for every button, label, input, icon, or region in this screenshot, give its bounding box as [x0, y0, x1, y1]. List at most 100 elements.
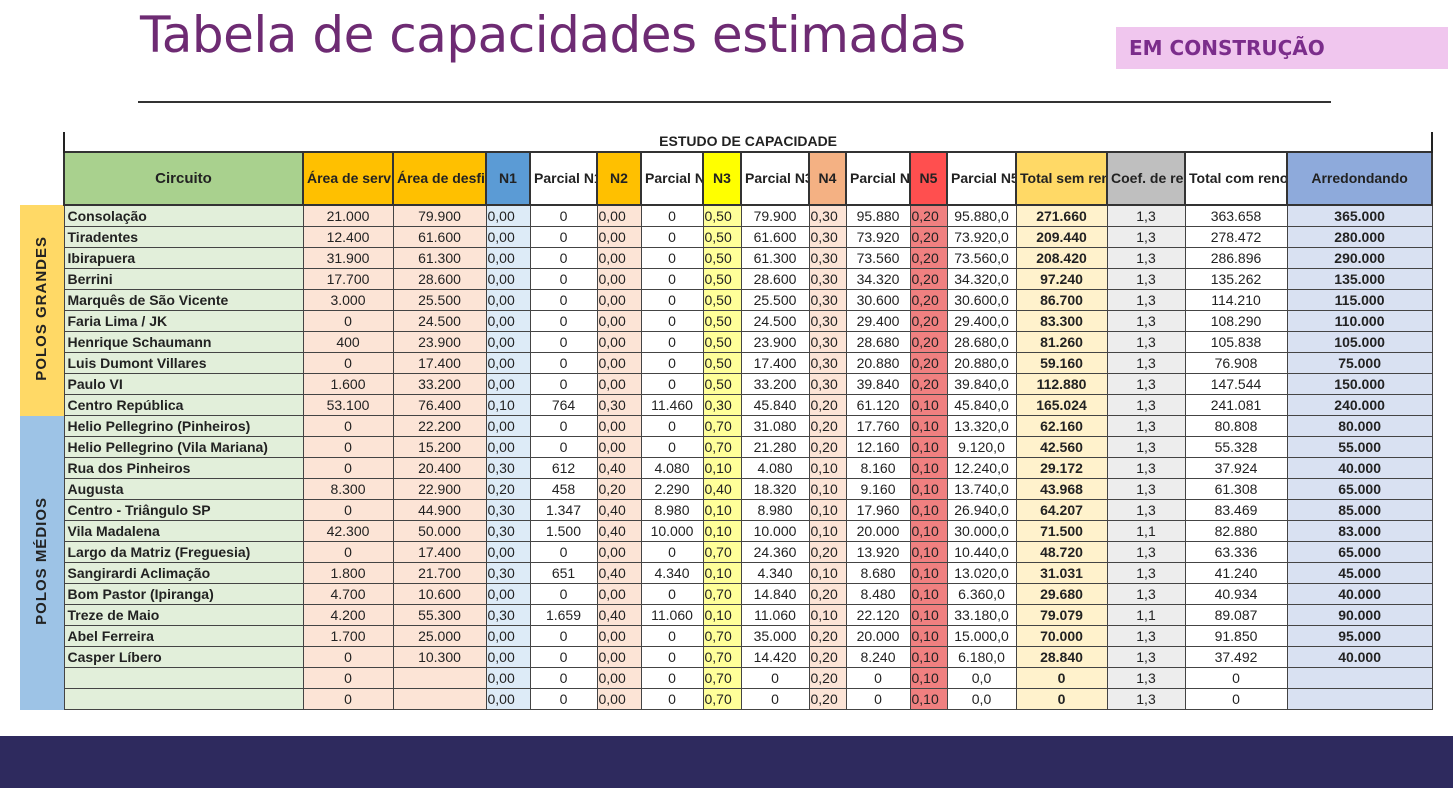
cell-coef-renovacao: 1,3 — [1106, 394, 1186, 416]
cell-total-com-renovacao: 55.328 — [1184, 436, 1288, 458]
cell-n4: 0,30 — [808, 247, 847, 269]
cell-parcial-n3: 24.360 — [740, 541, 810, 563]
cell-area-servico: 0 — [302, 499, 394, 521]
cell-area-servico: 8.300 — [302, 478, 394, 500]
cell-parcial-n2: 0 — [640, 310, 704, 332]
cell-n4: 0,30 — [808, 352, 847, 374]
cell-n5: 0,10 — [909, 436, 948, 458]
cell-total-sem-renovacao: 81.260 — [1015, 331, 1108, 353]
cell-total-com-renovacao: 76.908 — [1184, 352, 1288, 374]
page-title: Tabela de capacidades estimadas — [140, 6, 966, 64]
cell-parcial-n4: 73.560 — [845, 247, 911, 269]
cell-parcial-n1: 1.659 — [529, 604, 598, 626]
cell-arredondando: 280.000 — [1286, 226, 1433, 248]
cell-n4: 0,30 — [808, 268, 847, 290]
table-row: Ibirapuera 31.900 61.300 0,00 0 0,00 0 0,50 61.3… — [20, 247, 1433, 269]
table-row: 0 0,00 0 0,00 0 0,70 0 0,20 0 0,10 0,0 0 1,3 0 — [20, 667, 1433, 689]
cell-n2: 0,40 — [596, 499, 642, 521]
cell-circuito: Rua dos Pinheiros — [63, 457, 304, 479]
cell-n3: 0,70 — [702, 583, 742, 605]
table-row: Abel Ferreira 1.700 25.000 0,00 0 0,00 0 0,70 35… — [20, 625, 1433, 647]
cell-parcial-n1: 1.347 — [529, 499, 598, 521]
cell-parcial-n1: 0 — [529, 415, 598, 437]
table-row: POLOS GRANDES Consolação 21.000 79.900 0,00 0… — [20, 204, 1433, 416]
cell-n3: 0,10 — [702, 520, 742, 542]
cell-parcial-n2: 0 — [640, 331, 704, 353]
cell-parcial-n1: 0 — [529, 625, 598, 647]
cell-n2: 0,00 — [596, 226, 642, 248]
cell-n5: 0,10 — [909, 667, 948, 689]
cell-area-servico: 1.700 — [302, 625, 394, 647]
cell-n2: 0,40 — [596, 520, 642, 542]
cell-parcial-n5: 0,0 — [946, 667, 1017, 689]
cell-arredondando: 135.000 — [1286, 268, 1433, 290]
title-divider — [138, 101, 1331, 103]
cell-area-desfile — [392, 688, 487, 710]
cell-parcial-n4: 29.400 — [845, 310, 911, 332]
cell-area-servico: 1.800 — [302, 562, 394, 584]
cell-circuito: Augusta — [63, 478, 304, 500]
cell-total-sem-renovacao: 48.720 — [1015, 541, 1108, 563]
cell-n1: 0,00 — [485, 247, 531, 269]
cell-area-servico: 12.400 — [302, 226, 394, 248]
cell-parcial-n1: 0 — [529, 646, 598, 668]
cell-parcial-n1: 0 — [529, 688, 598, 710]
cell-n3: 0,10 — [702, 457, 742, 479]
cell-total-com-renovacao: 89.087 — [1184, 604, 1288, 626]
cell-parcial-n1: 0 — [529, 204, 598, 227]
cell-area-desfile: 76.400 — [392, 394, 487, 416]
cell-circuito: Abel Ferreira — [63, 625, 304, 647]
cell-parcial-n5: 13.740,0 — [946, 478, 1017, 500]
capacity-table-container: ESTUDO DE CAPACIDADE Circuito Área de ser… — [20, 132, 1434, 710]
cell-total-com-renovacao: 114.210 — [1184, 289, 1288, 311]
cell-n3: 0,50 — [702, 226, 742, 248]
cell-parcial-n2: 11.460 — [640, 394, 704, 416]
cell-n2: 0,00 — [596, 436, 642, 458]
table-row: Centro República 53.100 76.400 0,10 764 0,30 1… — [20, 394, 1433, 416]
cell-parcial-n3: 23.900 — [740, 331, 810, 353]
capacity-table: ESTUDO DE CAPACIDADE Circuito Área de ser… — [20, 132, 1434, 710]
cell-coef-renovacao: 1,3 — [1106, 457, 1186, 479]
cell-parcial-n5: 10.440,0 — [946, 541, 1017, 563]
cell-n3: 0,50 — [702, 289, 742, 311]
cell-total-com-renovacao: 40.934 — [1184, 583, 1288, 605]
cell-n1: 0,00 — [485, 646, 531, 668]
cell-area-desfile: 25.000 — [392, 625, 487, 647]
cell-parcial-n5: 13.020,0 — [946, 562, 1017, 584]
cell-area-desfile: 33.200 — [392, 373, 487, 395]
cell-total-com-renovacao: 147.544 — [1184, 373, 1288, 395]
cell-total-sem-renovacao: 86.700 — [1015, 289, 1108, 311]
cell-n5: 0,20 — [909, 226, 948, 248]
cell-parcial-n4: 20.000 — [845, 520, 911, 542]
table-caption: ESTUDO DE CAPACIDADE — [62, 132, 1434, 152]
cell-circuito: Bom Pastor (Ipiranga) — [63, 583, 304, 605]
cell-parcial-n4: 22.120 — [845, 604, 911, 626]
cell-area-desfile: 21.700 — [392, 562, 487, 584]
cell-parcial-n3: 33.200 — [740, 373, 810, 395]
cell-parcial-n3: 10.000 — [740, 520, 810, 542]
cell-parcial-n4: 73.920 — [845, 226, 911, 248]
cell-arredondando: 55.000 — [1286, 436, 1433, 458]
cell-parcial-n2: 0 — [640, 436, 704, 458]
table-row: Paulo VI 1.600 33.200 0,00 0 0,00 0 0,50 33.200 0… — [20, 373, 1433, 395]
cell-circuito: Sangirardi Aclimação — [63, 562, 304, 584]
cell-n2: 0,20 — [596, 478, 642, 500]
cell-n2: 0,00 — [596, 541, 642, 563]
cell-circuito — [63, 667, 304, 689]
cell-n3: 0,50 — [702, 310, 742, 332]
cell-parcial-n4: 12.160 — [845, 436, 911, 458]
cell-n1: 0,00 — [485, 204, 531, 227]
cell-n3: 0,50 — [702, 204, 742, 227]
cell-circuito: Tiradentes — [63, 226, 304, 248]
cell-arredondando: 150.000 — [1286, 373, 1433, 395]
cell-coef-renovacao: 1,1 — [1106, 604, 1186, 626]
cell-parcial-n1: 764 — [529, 394, 598, 416]
header-circuito: Circuito — [63, 151, 304, 206]
header-area-desfile: Área de desfile — [392, 151, 487, 206]
cell-parcial-n1: 0 — [529, 310, 598, 332]
cell-arredondando: 90.000 — [1286, 604, 1433, 626]
cell-n3: 0,10 — [702, 604, 742, 626]
cell-total-sem-renovacao: 83.300 — [1015, 310, 1108, 332]
table-row: Tiradentes 12.400 61.600 0,00 0 0,00 0 0,50 61.6… — [20, 226, 1433, 248]
table-row: Bom Pastor (Ipiranga) 4.700 10.600 0,00 0 0,0… — [20, 583, 1433, 605]
